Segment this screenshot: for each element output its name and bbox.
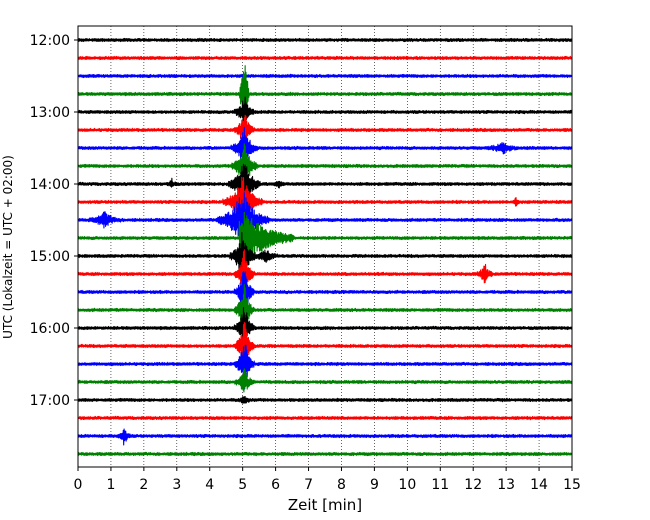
x-tick-label: 13 <box>497 477 515 493</box>
y-tick-label: 16:00 <box>30 321 70 337</box>
x-tick-label: 8 <box>337 477 346 493</box>
trace-1715 <box>78 415 572 421</box>
x-tick-label: 11 <box>431 477 449 493</box>
trace-1515 <box>78 249 572 297</box>
y-tick-label: 15:00 <box>30 249 70 265</box>
x-tick-label: 15 <box>563 477 581 493</box>
y-tick-label: 12:00 <box>30 33 70 49</box>
trace-1700 <box>78 396 572 404</box>
trace-1730 <box>78 428 572 446</box>
trace-1415 <box>78 176 572 223</box>
trace-1215 <box>78 55 572 61</box>
x-tick-label: 7 <box>304 477 313 493</box>
seismogram-traces <box>78 37 572 457</box>
y-tick-label: 14:00 <box>30 177 70 193</box>
trace-1445 <box>78 211 572 264</box>
x-axis-label: Zeit [min] <box>288 496 362 514</box>
trace-1315 <box>78 114 572 151</box>
x-tick-label: 6 <box>271 477 280 493</box>
trace-1530 <box>78 271 572 313</box>
x-axis-ticks: 0 1 2 3 4 5 6 7 8 9 10 11 12 13 14 15 <box>74 467 581 493</box>
x-tick-label: 4 <box>205 477 214 493</box>
trace-1745 <box>78 451 572 457</box>
plot-frame <box>77 25 573 468</box>
trace-1400 <box>78 163 572 205</box>
x-tick-label: 2 <box>139 477 148 493</box>
x-tick-label: 12 <box>464 477 482 493</box>
trace-1600 <box>78 307 572 349</box>
y-tick-label: 17:00 <box>30 393 70 409</box>
y-tick-label: 13:00 <box>30 105 70 121</box>
x-tick-label: 3 <box>172 477 181 493</box>
x-tick-label: 0 <box>74 477 83 493</box>
trace-1230 <box>78 73 572 79</box>
trace-1330 <box>78 126 572 169</box>
trace-1645 <box>78 368 572 393</box>
x-tick-label: 1 <box>106 477 115 493</box>
trace-1200 <box>78 37 572 43</box>
x-tick-label: 14 <box>530 477 548 493</box>
x-tick-label: 5 <box>238 477 247 493</box>
y-axis-ticks: 12:00 13:00 14:00 15:00 16:00 17:00 <box>30 33 78 409</box>
trace-1630 <box>78 344 572 390</box>
trace-1345 <box>78 143 572 185</box>
trace-1430 <box>78 192 572 246</box>
trace-1300 <box>78 96 572 125</box>
trace-1245 <box>78 65 572 120</box>
x-tick-label: 9 <box>370 477 379 493</box>
trace-1545 <box>78 284 572 332</box>
x-tick-label: 10 <box>398 477 416 493</box>
trace-1500 <box>78 231 572 277</box>
trace-1615 <box>78 322 572 372</box>
y-axis-label: UTC (Lokalzeit = UTC + 02:00) <box>1 155 15 339</box>
